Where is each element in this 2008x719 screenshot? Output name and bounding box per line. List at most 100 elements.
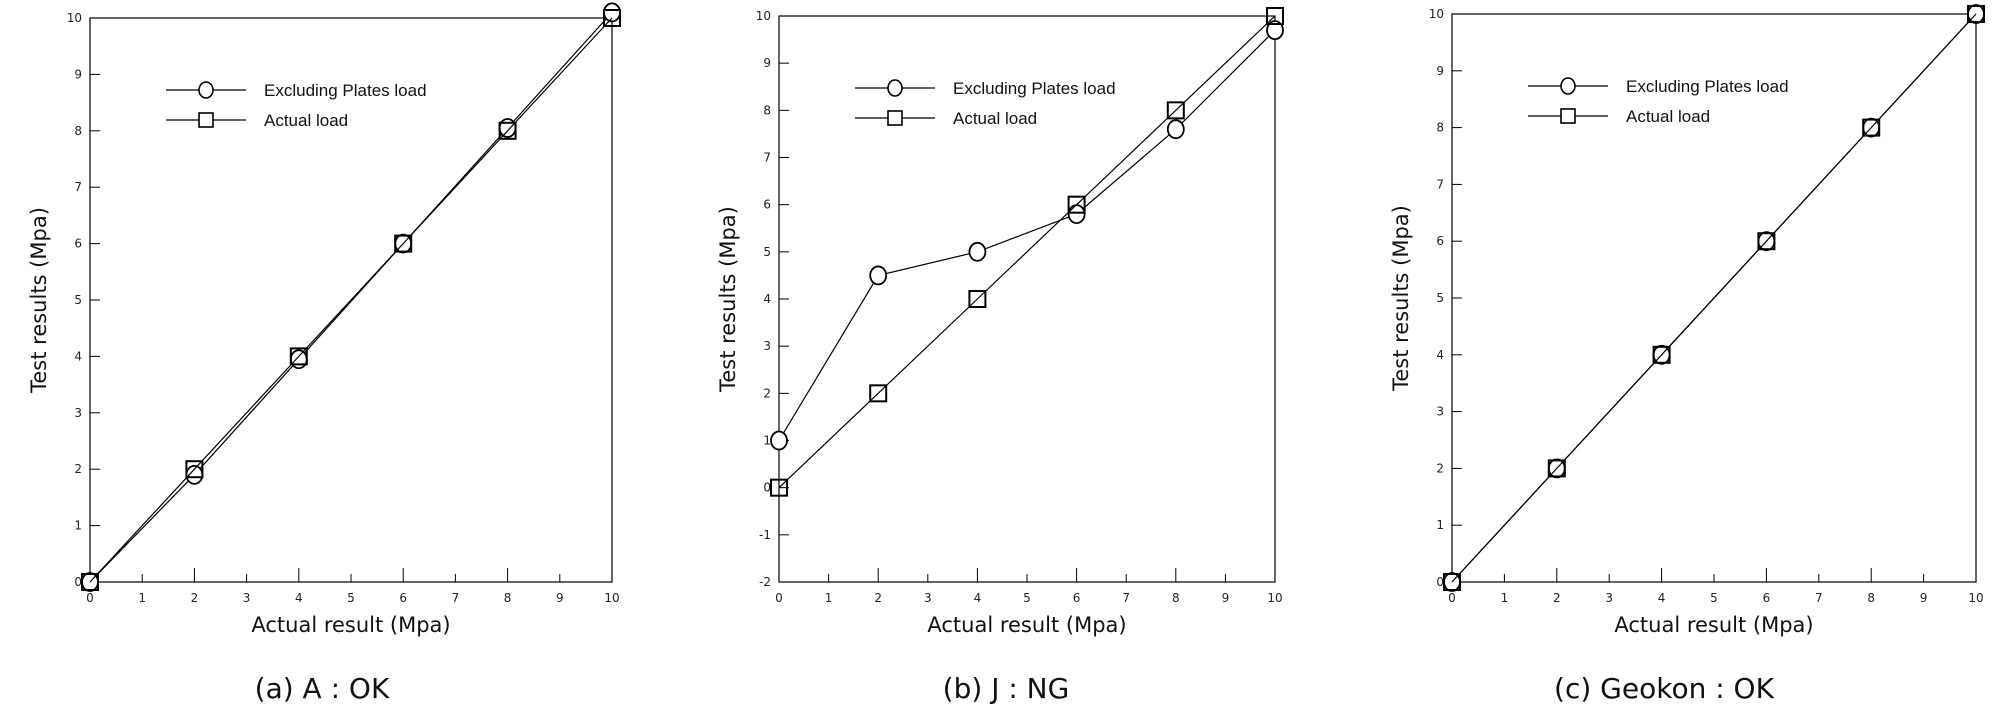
data-point-square: [1443, 573, 1461, 591]
data-point-square: [1166, 101, 1185, 120]
legend-circle-icon: [198, 81, 214, 99]
x-tick-label: 10: [1267, 591, 1282, 605]
x-tick-label: 5: [1023, 591, 1031, 605]
x-tick-label: 10: [1968, 591, 1983, 605]
x-tick-label: 9: [1920, 591, 1928, 605]
y-tick-label: 1: [763, 434, 771, 448]
x-axis-label: Actual result (Mpa): [1614, 613, 1813, 637]
data-point-circle: [498, 118, 517, 138]
data-point-circle: [968, 241, 987, 262]
series-line-excluding-plates-load: [778, 29, 1276, 441]
y-tick-label: 0: [74, 575, 82, 589]
x-tick-label: 3: [243, 591, 251, 605]
y-tick-label: 9: [74, 67, 82, 81]
data-point-square: [289, 347, 308, 366]
y-tick-label: 10: [1429, 7, 1444, 21]
data-point-square: [968, 290, 987, 308]
data-point-circle: [1266, 20, 1284, 41]
legend-circle-icon: [887, 79, 903, 97]
legend: Excluding Plates load Actual load: [1528, 77, 1789, 126]
data-point-circle: [1067, 204, 1086, 225]
y-tick-label: 5: [763, 245, 771, 259]
panel-caption: (b) J : NG: [943, 672, 1070, 705]
x-tick-label: 1: [825, 591, 833, 605]
legend-circle-icon: [1560, 77, 1576, 95]
panel-caption: (a) A : OK: [255, 672, 390, 705]
x-axis-label: Actual result (Mpa): [251, 613, 450, 637]
series-line-actual-load: [89, 17, 613, 583]
data-point-square: [185, 460, 204, 479]
y-tick-label: 8: [763, 103, 771, 117]
y-tick-label: 2: [763, 386, 771, 400]
y-axis-label: Test results (Mpa): [716, 206, 740, 393]
y-tick-label: 1: [74, 519, 82, 533]
y-tick-label: 4: [74, 349, 82, 363]
legend-square-icon: [887, 110, 903, 126]
y-tick-label: -1: [759, 528, 771, 542]
legend-label: Excluding Plates load: [264, 81, 427, 100]
x-tick-label: 4: [974, 591, 982, 605]
x-tick-label: 1: [1501, 591, 1509, 605]
data-point-square: [1862, 118, 1881, 137]
series-line-excluding-plates-load: [89, 11, 613, 583]
chart-panel-3: 0 1 2 3 4 5 6 7 8 9 10 0 1 2 3 4 5 6 7 8 9 10 Actual result (M…: [1389, 4, 1985, 705]
y-tick-label: 2: [74, 462, 82, 476]
legend-label: Actual load: [264, 111, 348, 130]
data-point-square: [394, 234, 413, 253]
x-tick-label: 7: [1122, 591, 1130, 605]
legend-label: Excluding Plates load: [1626, 77, 1789, 96]
y-tick-label: 0: [763, 481, 771, 495]
series-line-actual-load: [1451, 13, 1977, 583]
x-tick-label: 9: [556, 591, 564, 605]
x-tick-label: 0: [86, 591, 94, 605]
y-tick-label: 10: [756, 9, 771, 23]
data-point-square: [1067, 195, 1086, 214]
y-tick-label: 4: [763, 292, 771, 306]
y-tick-label: 7: [1436, 177, 1444, 191]
y-tick-label: 6: [1436, 234, 1444, 248]
x-tick-label: 6: [399, 591, 407, 605]
y-tick-label: 10: [67, 11, 82, 25]
chart-panel-1: 0 1 2 3 4 5 6 7 8 9 10 0 1 2 3 4 5 6 7 8 9 10 Actual result (M…: [27, 2, 621, 705]
x-tick-label: 10: [604, 591, 619, 605]
x-tick-label: 8: [1867, 591, 1875, 605]
x-tick-label: 5: [347, 591, 355, 605]
data-point-square: [81, 573, 99, 591]
x-tick-label: 7: [452, 591, 460, 605]
legend-square-icon: [198, 112, 214, 128]
x-tick-label: 5: [1710, 591, 1718, 605]
y-tick-label: 2: [1436, 461, 1444, 475]
y-tick-label: 3: [1436, 405, 1444, 419]
legend-label: Excluding Plates load: [953, 79, 1116, 98]
legend-label: Actual load: [953, 109, 1037, 128]
x-tick-label: 2: [191, 591, 199, 605]
y-tick-label: 5: [74, 293, 82, 307]
x-tick-label: 4: [1658, 591, 1666, 605]
y-tick-label: 7: [74, 180, 82, 194]
series-line-actual-load: [778, 15, 1276, 489]
y-axis-label: Test results (Mpa): [1389, 205, 1413, 392]
y-tick-label: 4: [1436, 348, 1444, 362]
data-point-square: [1652, 345, 1671, 364]
x-tick-label: 9: [1222, 591, 1230, 605]
legend-label: Actual load: [1626, 107, 1710, 126]
data-point-circle: [289, 349, 308, 370]
legend: Excluding Plates load Actual load: [855, 79, 1116, 128]
x-axis-label: Actual result (Mpa): [927, 613, 1126, 637]
data-point-square: [869, 384, 888, 403]
x-tick-label: 3: [1605, 591, 1613, 605]
x-tick-label: 3: [924, 591, 932, 605]
x-tick-label: 2: [874, 591, 882, 605]
y-tick-label: -2: [759, 575, 771, 589]
panel-caption: (c) Geokon : OK: [1554, 672, 1775, 705]
x-tick-label: 6: [1763, 591, 1771, 605]
x-tick-label: 8: [1172, 591, 1180, 605]
x-tick-label: 4: [295, 591, 303, 605]
y-tick-label: 3: [763, 339, 771, 353]
y-tick-label: 1: [1436, 518, 1444, 532]
x-tick-label: 2: [1553, 591, 1561, 605]
y-tick-label: 7: [763, 151, 771, 165]
data-point-circle: [869, 265, 888, 286]
